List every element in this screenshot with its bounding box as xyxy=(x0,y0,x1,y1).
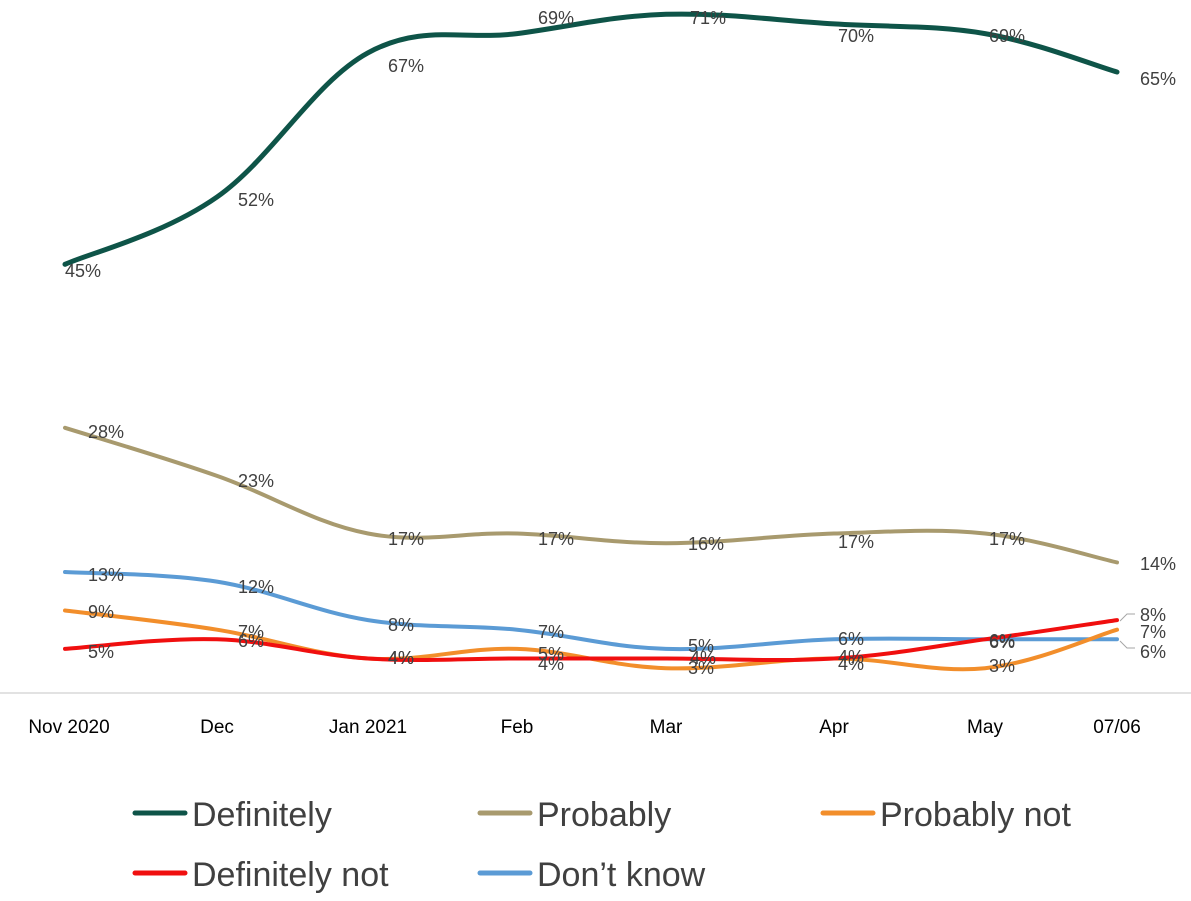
data-label: 23% xyxy=(238,471,274,491)
data-label: 17% xyxy=(538,529,574,549)
data-label: 13% xyxy=(88,565,124,585)
data-label: 7% xyxy=(238,622,264,642)
data-label: 6% xyxy=(989,632,1015,652)
data-label: 14% xyxy=(1140,554,1176,574)
x-tick-label: Apr xyxy=(819,717,849,738)
data-label: 17% xyxy=(838,532,874,552)
data-label: 67% xyxy=(388,56,424,76)
series-line-definitely xyxy=(62,11,1120,267)
series-lines xyxy=(62,11,1120,672)
x-tick-label: Dec xyxy=(200,717,234,738)
data-label: 16% xyxy=(688,534,724,554)
x-tick-label: May xyxy=(967,717,1003,738)
data-label: 4% xyxy=(538,654,564,674)
data-label: 9% xyxy=(88,602,114,622)
x-tick-label: Feb xyxy=(501,717,534,738)
x-tick-label: Mar xyxy=(650,717,683,738)
data-label: 71% xyxy=(690,8,726,28)
data-label: 70% xyxy=(838,26,874,46)
legend-label: Don’t know xyxy=(537,856,706,894)
x-tick-label: Nov 2020 xyxy=(28,717,109,738)
data-label: 69% xyxy=(989,26,1025,46)
x-tick-label: Jan 2021 xyxy=(329,717,407,738)
data-label: 7% xyxy=(538,622,564,642)
data-label: 5% xyxy=(688,636,714,656)
data-label: 4% xyxy=(388,648,414,668)
legend: Definitely Probably Probably not Definitely… xyxy=(132,796,1071,894)
series-line-probably xyxy=(63,425,1119,565)
data-label: 4% xyxy=(838,647,864,667)
data-label: 4% xyxy=(838,654,864,674)
data-label: 69% xyxy=(538,8,574,28)
legend-label: Probably xyxy=(537,796,671,834)
data-label: 5% xyxy=(538,644,564,664)
data-label: 4% xyxy=(690,648,716,668)
legend-label: Definitely xyxy=(192,796,332,834)
data-label: 6% xyxy=(238,631,264,651)
x-axis-ticks: Nov 2020 Dec Jan 2021 Feb Mar Apr May 07/06 xyxy=(28,717,1140,738)
data-label: 45% xyxy=(65,261,101,281)
data-labels: 45% 52% 67% 69% 71% 70% 69% 65% 28% 23% 17% 17% 16% 1… xyxy=(65,8,1176,678)
label-leader-lines xyxy=(1119,613,1135,649)
legend-label: Definitely not xyxy=(192,856,389,894)
data-label: 5% xyxy=(88,642,114,662)
data-label: 17% xyxy=(989,529,1025,549)
data-label: 8% xyxy=(1140,605,1166,625)
legend-label: Probably not xyxy=(880,796,1071,834)
data-label: 65% xyxy=(1140,69,1176,89)
data-label: 28% xyxy=(88,422,124,442)
data-label: 52% xyxy=(238,190,274,210)
data-label: 12% xyxy=(238,577,274,597)
data-label: 8% xyxy=(388,615,414,635)
data-label: 17% xyxy=(388,529,424,549)
data-label: 6% xyxy=(989,631,1015,651)
data-label: 3% xyxy=(688,658,714,678)
series-line-definitely-not xyxy=(63,618,1119,663)
series-line-don-t-know xyxy=(63,570,1119,652)
data-label: 7% xyxy=(1140,622,1166,642)
data-label: 6% xyxy=(838,629,864,649)
data-label: 3% xyxy=(989,656,1015,676)
data-label: 6% xyxy=(1140,642,1166,662)
data-label: 4% xyxy=(388,648,414,668)
x-tick-label: 07/06 xyxy=(1093,717,1141,738)
